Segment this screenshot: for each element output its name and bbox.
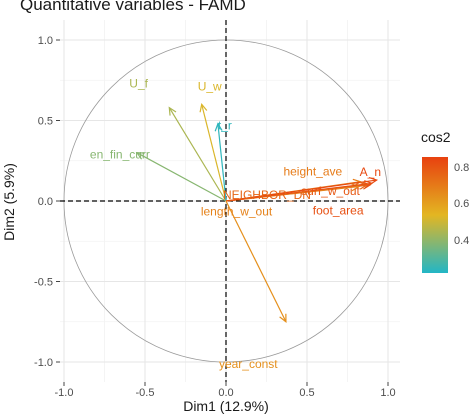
legend-colorbar [422,157,448,273]
y-tick-label: 1.0 [38,35,53,47]
arrow-label: t_r [218,119,232,133]
arrow-head [168,106,177,116]
arrow-head [351,183,361,192]
x-axis-label: Dim1 (12.9%) [183,398,269,414]
arrow-label: length_w_out [201,205,273,219]
y-tick-label: -0.5 [34,277,53,289]
arrow-label: en_fin_curr [90,148,150,162]
y-tick-label: 0.5 [38,116,53,128]
arrow-head [199,103,208,113]
arrow-label: foot_area [313,203,364,217]
arrow-labels: U_f U_w en_fin_curr t_r height_ave A_nsurf_w_… [90,77,381,371]
x-tick-label: -0.5 [136,387,155,399]
arrow-line [168,107,227,202]
arrow-line [225,182,372,202]
arrow-line [225,200,287,323]
legend-tick: 0.8 [454,162,470,174]
arrow-label: NEIGHBOR_DN [223,188,311,202]
legend-tick: 0.4 [454,235,470,247]
x-tick-label: 1.0 [380,387,395,399]
arrow-head [214,122,223,132]
y-axis-label: Dim2 (5.9%) [1,163,17,241]
arrow-head [135,152,145,160]
tick-labels: -1.0 -0.5 0.0 0.5 1.0 -1.0 -0.5 0.0 0.5 1.0 [34,35,396,399]
arrow-label: surf_w_out [301,184,360,198]
arrow-line [217,123,227,202]
chart-title: Quantitative variables - FAMD [20,0,246,14]
arrow-label: year_const [219,357,278,371]
y-tick-label: -1.0 [34,357,53,369]
legend-tick: 0.6 [454,198,470,210]
legend-title: cos2 [421,129,451,145]
x-tick-label: 0.0 [218,387,233,399]
arrow-line [201,104,227,202]
arrow-label: A_n [360,165,381,179]
x-tick-label: 0.5 [299,387,314,399]
arrow-label: U_w [198,79,222,93]
arrows [135,103,379,323]
arrow-head [359,181,369,190]
arrow-label: U_f [129,77,148,91]
arrow-head [279,313,287,323]
arrow-label: height_ave [283,165,342,179]
y-tick-label: 0.0 [38,196,53,208]
x-tick-label: -1.0 [55,387,74,399]
arrow-head [364,180,374,189]
arrow-line [136,152,227,202]
